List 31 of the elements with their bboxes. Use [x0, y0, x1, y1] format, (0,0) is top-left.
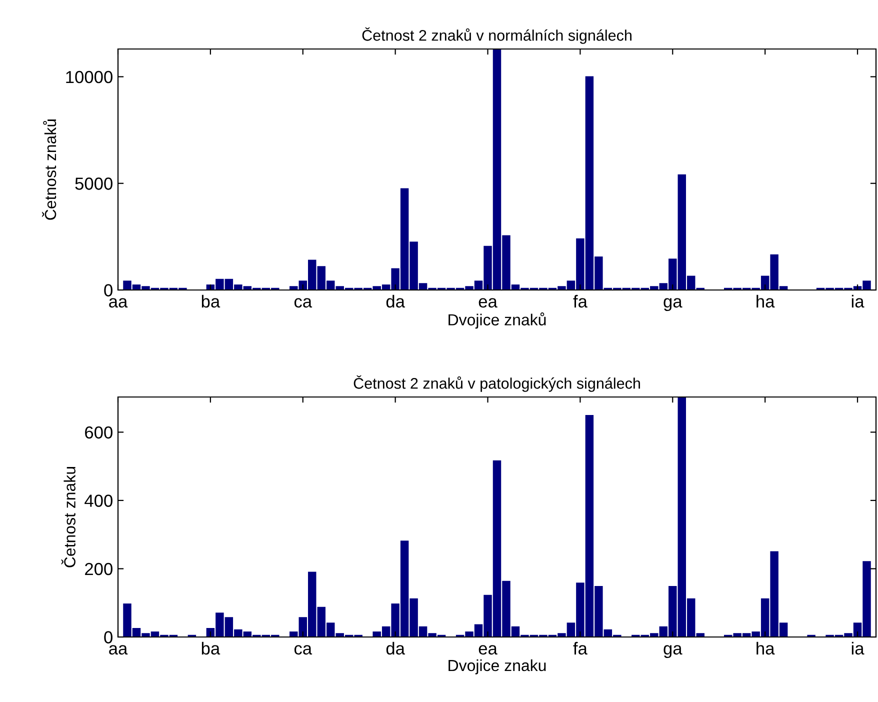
x-tick-label: ha [756, 642, 775, 655]
x-tick-label: ha [756, 294, 775, 308]
chart-title: Četnost 2 znaků v patologických signálech [354, 375, 640, 392]
x-tick-label: da [386, 294, 405, 308]
x-tick-label: ga [664, 298, 682, 312]
x-tick-label: ba [202, 294, 220, 308]
x-tick-label: aa [109, 298, 128, 308]
y-tick-label: 200 [85, 562, 112, 576]
x-tick-label: ba [202, 642, 220, 655]
x-tick-label: ca [294, 645, 312, 655]
y-axis-title: Četnost znaku [61, 467, 76, 568]
y-tick-label: 400 [84, 494, 112, 507]
x-tick-label: ia [852, 294, 864, 308]
y-tick-label: 600 [85, 426, 112, 439]
y-tick-label: 0 [104, 631, 112, 644]
y-tick-label: 10000 [66, 70, 112, 84]
x-tick-label: ea [478, 645, 498, 655]
x-tick-label: fa [573, 294, 588, 308]
x-tick-label: fa [573, 642, 588, 655]
x-tick-label: ga [664, 645, 682, 658]
x-tick-label: da [386, 642, 405, 655]
x-tick-label: ca [294, 298, 312, 308]
x-tick-label: ea [478, 298, 498, 308]
y-tick-label: 0 [104, 284, 112, 296]
y-axis-title: Četnost znaků [42, 120, 56, 220]
x-axis-title: Dvojice znaku [448, 659, 546, 674]
x-tick-label: ia [852, 642, 864, 655]
x-axis-title: Dvojice znaků [448, 312, 546, 329]
chart-title: Četnost 2 znaků v normálních signálech [362, 27, 632, 44]
y-tick-label: 5000 [75, 178, 112, 190]
x-tick-label: aa [109, 645, 128, 655]
